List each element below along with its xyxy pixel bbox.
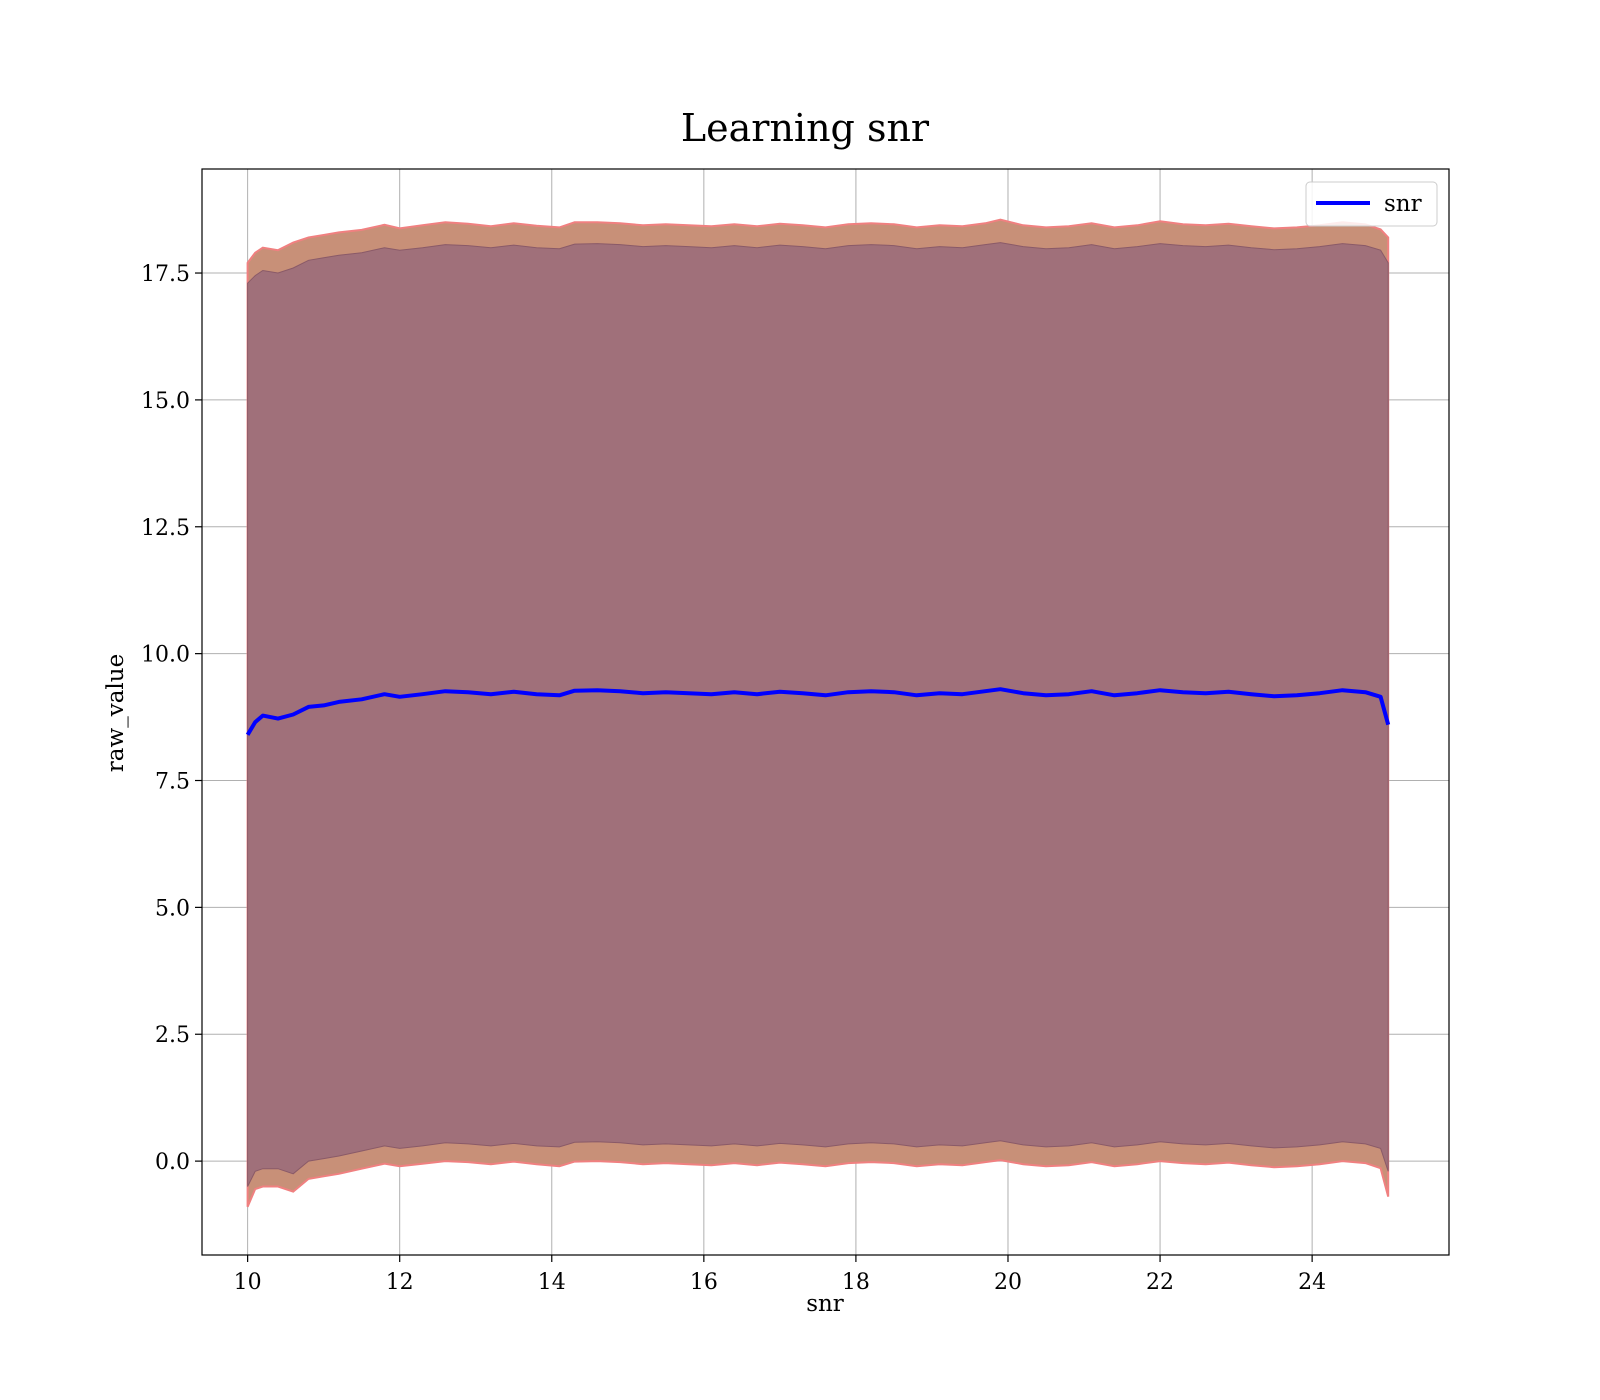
- legend: snr: [1305, 181, 1438, 227]
- x-axis-label: snr: [806, 1291, 844, 1317]
- series-line-snr: [245, 687, 1391, 736]
- series: [245, 687, 1391, 736]
- y-axis: 0.0 2.5 5.0 7.5 10.0 12.5 15.0 17.5: [141, 262, 202, 1175]
- legend-box: [1305, 181, 1438, 227]
- x-tick-label: 24: [1298, 1270, 1326, 1295]
- y-tick-label: 12.5: [141, 516, 190, 541]
- y-tick-label: 15.0: [141, 389, 190, 414]
- y-tick-label: 2.5: [155, 1023, 190, 1048]
- x-tick-label: 16: [690, 1270, 718, 1295]
- plot-frame: [201, 168, 1450, 1256]
- chart-title: Learning snr: [681, 106, 930, 150]
- x-axis: 10 12 14 16 18 20 22 24: [234, 1255, 1326, 1295]
- x-tick-label: 22: [1146, 1270, 1174, 1295]
- inner-band: [247, 242, 1389, 1187]
- x-tick-label: 12: [386, 1270, 414, 1295]
- bands: [246, 218, 1390, 1208]
- x-tick-label: 20: [994, 1270, 1022, 1295]
- y-tick-label: 7.5: [155, 770, 190, 795]
- x-tick-label: 18: [842, 1270, 870, 1295]
- y-tick-label: 0.0: [155, 1150, 190, 1175]
- y-axis-label: raw_value: [103, 654, 129, 772]
- x-tick-label: 10: [234, 1270, 262, 1295]
- y-tick-label: 17.5: [141, 262, 190, 287]
- x-tick-label: 14: [538, 1270, 566, 1295]
- y-tick-label: 10.0: [141, 643, 190, 668]
- y-tick-label: 5.0: [155, 896, 190, 921]
- legend-entry: snr: [1384, 191, 1422, 217]
